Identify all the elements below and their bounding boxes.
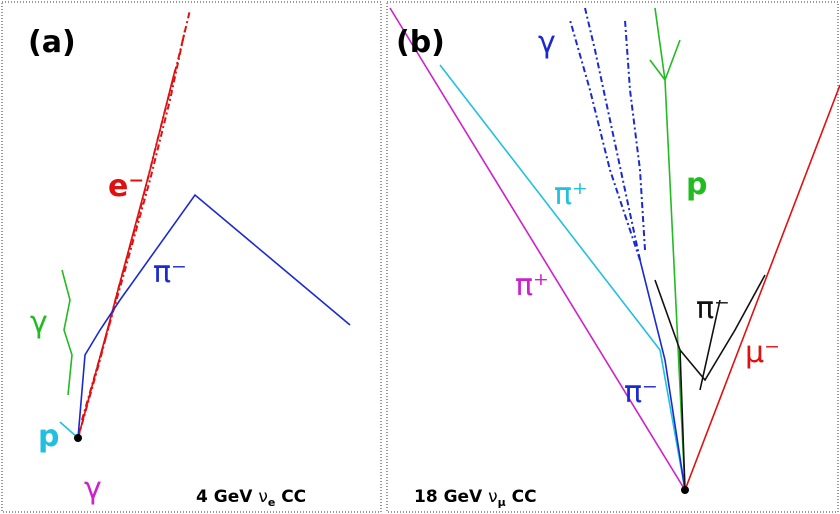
caption-energy: 4 GeV: [196, 487, 253, 507]
particle-label: p: [38, 419, 59, 454]
particle-label: γ: [84, 471, 102, 506]
panel-tag: (a): [28, 25, 76, 60]
particle-label: π⁺: [554, 177, 588, 212]
caption-current: CC: [512, 487, 537, 507]
caption: 4 GeV νe CC: [196, 487, 306, 511]
particle-label: e⁻: [108, 169, 144, 204]
panel-b-tracks: [389, 7, 840, 494]
panel-a-frame: [1, 1, 382, 513]
particle-label: π⁻: [153, 255, 187, 290]
particle-label: γ: [30, 305, 48, 340]
particle-label: p: [686, 167, 707, 202]
particle-label: μ⁻: [745, 335, 780, 370]
caption-nu: ν: [488, 487, 498, 507]
panel-tag: (b): [396, 25, 445, 60]
caption-energy: 18 GeV: [414, 487, 483, 507]
panel-a-tracks: [59, 9, 351, 442]
caption-current: CC: [281, 487, 306, 507]
particle-label: π⁺: [515, 268, 549, 303]
caption: 18 GeV νμ CC: [414, 487, 537, 511]
caption-flavor: μ: [498, 496, 506, 509]
caption-nu: ν: [258, 487, 268, 507]
particle-label: π⁻: [624, 375, 658, 410]
particle-label: γ: [538, 25, 556, 60]
caption-flavor: e: [268, 496, 275, 509]
particle-label: π⁻: [696, 291, 730, 326]
panel-b-frame: [386, 1, 839, 513]
